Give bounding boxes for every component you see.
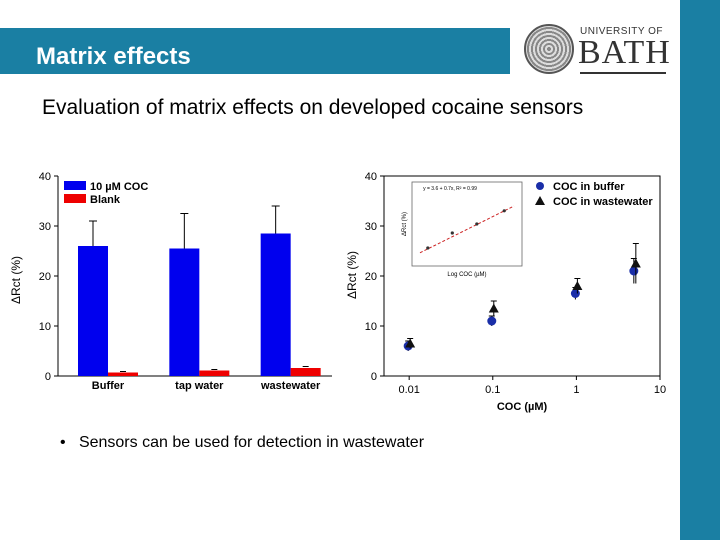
scatter-x-tick-label: 0.01 xyxy=(398,384,419,396)
university-seal-icon xyxy=(524,24,574,74)
bullet-point: • Sensors can be used for detection in w… xyxy=(60,434,424,452)
bar-category-label: wastewater xyxy=(260,380,321,392)
bar-legend-label: Blank xyxy=(90,194,121,206)
inset-trendline xyxy=(419,205,515,254)
inset-point xyxy=(426,246,430,250)
bar-main-0 xyxy=(78,246,108,376)
bar-legend-swatch xyxy=(64,181,86,190)
inset-x-label: Log COC (µM) xyxy=(447,272,486,278)
scatter-x-axis-title: COC (µM) xyxy=(497,401,548,413)
inset-point xyxy=(475,222,479,226)
university-logo: UNIVERSITY OF BATH xyxy=(520,22,670,78)
bar-legend-swatch xyxy=(64,194,86,203)
bar-blank-1 xyxy=(199,370,230,376)
bar-y-tick-label: 40 xyxy=(39,171,51,183)
scatter-point-buffer xyxy=(570,289,580,298)
inset-frame xyxy=(411,181,523,267)
scatter-legend-marker xyxy=(536,182,544,190)
scatter-y-tick-label: 40 xyxy=(365,171,377,183)
bar-category-label: tap water xyxy=(175,380,224,392)
bar-legend-label: 10 µM COC xyxy=(90,181,148,193)
bullet-icon: • xyxy=(60,434,79,451)
bar-y-axis-title: ΔRct (%) xyxy=(9,256,23,304)
bar-blank-2 xyxy=(290,368,321,376)
scatter-legend-label: COC in wastewater xyxy=(553,196,653,208)
scatter-point-wastewater xyxy=(630,258,641,268)
bar-category-label: Buffer xyxy=(92,380,125,392)
scatter-x-tick-label: 0.1 xyxy=(485,384,500,396)
bar-y-tick-label: 10 xyxy=(39,321,51,333)
logo-bath: BATH xyxy=(578,34,671,71)
bar-main-2 xyxy=(260,233,291,376)
side-accent-bar xyxy=(680,0,720,540)
scatter-point-buffer xyxy=(487,316,497,326)
inset-equation: y = 3.6 + 0.7x, R² = 0.99 xyxy=(423,186,477,192)
scatter-x-tick-label: 10 xyxy=(654,384,666,396)
bar-main-1 xyxy=(169,248,200,376)
logo-university-of: UNIVERSITY OF xyxy=(580,26,663,37)
bar-y-tick-label: 30 xyxy=(39,221,51,233)
logo-underline xyxy=(580,72,666,74)
scatter-point-wastewater xyxy=(405,338,416,348)
scatter-y-tick-label: 20 xyxy=(365,271,377,283)
scatter-x-tick-label: 1 xyxy=(573,384,579,396)
inset-y-label: ΔRct (%) xyxy=(402,212,408,236)
scatter-y-tick-label: 0 xyxy=(371,371,377,383)
scatter-legend-label: COC in buffer xyxy=(553,181,625,193)
scatter-legend-marker xyxy=(535,196,545,205)
scatter-y-axis-title: ΔRct (%) xyxy=(345,251,359,299)
bar-y-tick-label: 0 xyxy=(45,371,51,383)
scatter-point-wastewater xyxy=(488,303,499,313)
scatter-point-wastewater xyxy=(572,281,583,290)
title-bar: Matrix effects xyxy=(0,28,510,74)
bullet-text: Sensors can be used for detection in was… xyxy=(78,434,425,451)
slide-subtitle: Evaluation of matrix effects on develope… xyxy=(42,96,584,119)
scatter-y-tick-label: 10 xyxy=(365,321,377,333)
inset-point xyxy=(502,209,506,213)
slide-title: Matrix effects xyxy=(36,43,191,70)
scatter-point-buffer xyxy=(629,266,639,276)
scatter-y-tick-label: 30 xyxy=(365,221,377,233)
bar-blank-0 xyxy=(108,372,138,376)
inset-point xyxy=(450,231,454,235)
bar-y-tick-label: 20 xyxy=(39,271,51,283)
